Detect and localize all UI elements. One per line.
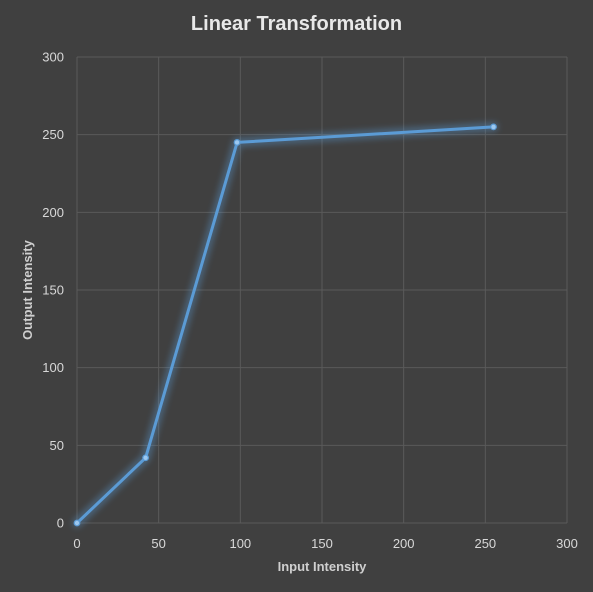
x-axis-label: Input Intensity xyxy=(278,559,368,574)
y-tick-label: 150 xyxy=(42,283,64,298)
x-tick-label: 50 xyxy=(151,536,165,551)
y-axis-label: Output Intensity xyxy=(20,239,35,339)
y-tick-label: 200 xyxy=(42,205,64,220)
x-tick-label: 0 xyxy=(73,536,80,551)
x-tick-label: 200 xyxy=(393,536,415,551)
data-point xyxy=(490,123,497,131)
x-tick-label: 150 xyxy=(311,536,333,551)
y-tick-label: 0 xyxy=(57,516,64,531)
x-tick-label: 100 xyxy=(229,536,251,551)
tick-layer: 0 50 100 150 200 250 300 0 50 100 150 200 250 300 xyxy=(42,50,578,552)
series-line xyxy=(75,125,495,525)
x-tick-label: 300 xyxy=(556,536,578,551)
y-tick-label: 250 xyxy=(42,127,64,142)
y-tick-label: 50 xyxy=(50,438,64,453)
chart-title: Linear Transformation xyxy=(191,13,402,35)
data-point xyxy=(73,519,81,527)
data-point xyxy=(142,454,150,462)
y-tick-label: 100 xyxy=(42,360,64,375)
series-layer xyxy=(72,121,499,528)
y-tick-label: 300 xyxy=(42,50,64,65)
data-point xyxy=(233,139,241,146)
x-tick-label: 250 xyxy=(474,536,496,551)
